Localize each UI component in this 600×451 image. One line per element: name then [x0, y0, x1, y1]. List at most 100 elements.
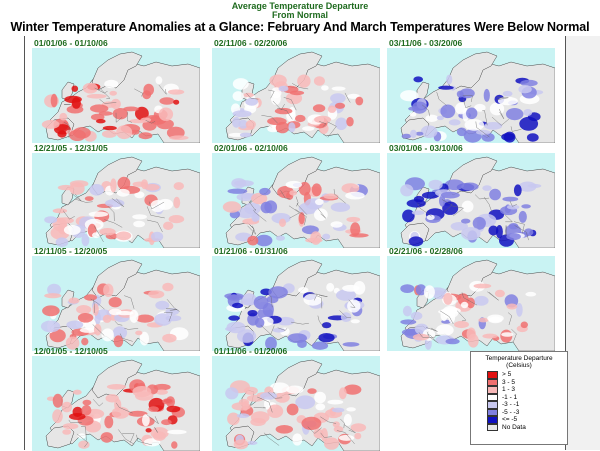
anomaly-patch	[151, 232, 163, 242]
anomaly-patch	[488, 226, 498, 236]
anomaly-patch	[330, 93, 346, 103]
anomaly-patch	[174, 182, 184, 190]
anomaly-patch	[506, 233, 521, 240]
main-title: Winter Temperature Anomalies at a Glance…	[4, 20, 596, 34]
anomaly-patch	[63, 423, 79, 429]
anomaly-patch	[159, 108, 173, 121]
anomaly-patch	[116, 125, 132, 139]
legend-subtitle: (Celsius)	[471, 362, 567, 369]
anomaly-patch	[231, 178, 246, 188]
anomaly-patch	[276, 236, 285, 241]
panel-date-label: 01/01/06 - 01/10/06	[34, 38, 108, 48]
anomaly-patch	[150, 200, 165, 212]
anomaly-patch	[244, 203, 261, 215]
legend-label: -3 - -1	[502, 401, 519, 408]
anomaly-patch	[503, 91, 513, 97]
anomaly-patch	[109, 297, 122, 307]
anomaly-patch	[288, 333, 307, 343]
anomaly-patch	[313, 104, 325, 112]
anomaly-patch	[478, 318, 488, 323]
anomaly-patch	[474, 296, 489, 306]
anomaly-patch	[42, 120, 60, 129]
anomaly-patch	[288, 122, 295, 132]
anomaly-patch	[225, 387, 238, 399]
anomaly-patch	[328, 106, 336, 113]
anomaly-patch	[57, 130, 66, 137]
anomaly-patch	[93, 303, 99, 315]
anomaly-patch	[53, 208, 67, 213]
panel-date-label: 12/11/05 - 12/20/05	[34, 246, 107, 256]
map-panel: 12/11/05 - 12/20/05	[32, 246, 200, 351]
legend-label: -5 - -3	[502, 409, 519, 416]
anomaly-patch	[521, 322, 528, 329]
anomaly-patch	[335, 103, 345, 109]
anomaly-patch	[315, 199, 324, 205]
map-panel: 02/11/06 - 02/20/06	[212, 38, 380, 143]
anomaly-patch	[482, 185, 491, 191]
anomaly-patch	[72, 86, 79, 92]
anomaly-map	[387, 153, 555, 248]
anomaly-patch	[162, 398, 173, 404]
anomaly-patch	[484, 89, 490, 102]
anomaly-patch	[62, 429, 71, 435]
anomaly-patch	[482, 334, 497, 339]
anomaly-patch	[409, 236, 424, 246]
map-panel: 02/21/06 - 02/28/06	[387, 246, 555, 351]
anomaly-patch	[101, 432, 113, 443]
anomaly-patch	[507, 205, 519, 210]
anomaly-patch	[117, 189, 130, 197]
anomaly-patch	[232, 402, 251, 410]
sidebar	[566, 36, 600, 450]
panel-date-label: 01/11/06 - 01/20/06	[214, 346, 287, 356]
anomaly-patch	[103, 126, 117, 130]
anomaly-patch	[163, 222, 173, 230]
anomaly-patch	[260, 392, 277, 399]
anomaly-patch	[139, 132, 153, 139]
anomaly-patch	[167, 430, 187, 435]
anomaly-patch	[314, 208, 328, 221]
anomaly-patch	[468, 334, 479, 348]
anomaly-patch	[73, 390, 82, 395]
legend-row: -3 - -1	[487, 401, 567, 409]
anomaly-patch	[518, 85, 531, 93]
anomaly-patch	[339, 387, 347, 399]
anomaly-patch	[402, 134, 412, 139]
anomaly-patch	[466, 108, 477, 120]
anomaly-patch	[527, 133, 539, 141]
anomaly-patch	[233, 91, 244, 101]
anomaly-patch	[133, 386, 152, 397]
panel-date-label: 12/21/05 - 12/31/05	[34, 143, 108, 153]
anomaly-patch	[78, 313, 93, 323]
anomaly-patch	[436, 324, 454, 336]
anomaly-patch	[248, 310, 258, 316]
anomaly-patch	[83, 83, 98, 94]
anomaly-patch	[156, 76, 163, 84]
anomaly-patch	[400, 184, 413, 196]
anomaly-patch	[322, 234, 330, 240]
anomaly-map	[212, 356, 380, 451]
anomaly-patch	[413, 334, 429, 341]
anomaly-patch	[243, 93, 254, 98]
anomaly-patch	[489, 189, 501, 201]
legend-label: 1 - 3	[502, 386, 515, 393]
anomaly-patch	[246, 120, 256, 129]
anomaly-patch	[519, 211, 527, 223]
anomaly-patch	[407, 199, 426, 207]
anomaly-patch	[87, 94, 107, 99]
anomaly-patch	[123, 107, 139, 112]
legend-row: No Data	[487, 424, 567, 432]
header-title-line2: From Normal	[0, 10, 600, 20]
anomaly-patch	[228, 315, 240, 320]
anomaly-patch	[298, 287, 308, 293]
anomaly-patch	[322, 322, 331, 328]
anomaly-patch	[516, 303, 523, 317]
anomaly-patch	[467, 298, 475, 309]
anomaly-patch	[410, 130, 417, 138]
anomaly-patch	[44, 216, 57, 223]
anomaly-patch	[528, 184, 542, 188]
anomaly-patch	[96, 119, 106, 123]
anomaly-patch	[148, 406, 159, 412]
anomaly-patch	[72, 97, 81, 109]
map-panel: 12/01/05 - 12/10/05	[32, 346, 200, 451]
anomaly-patch	[351, 423, 366, 432]
